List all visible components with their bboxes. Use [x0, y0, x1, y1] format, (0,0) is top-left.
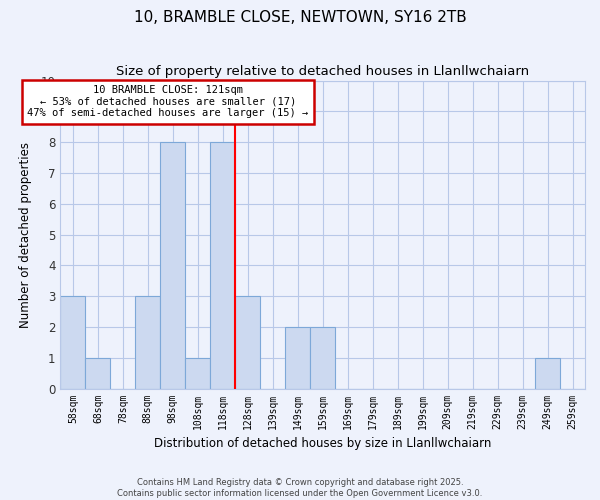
Bar: [61, 296, 85, 388]
Bar: [160, 142, 185, 388]
Bar: [185, 358, 210, 388]
Bar: [85, 358, 110, 388]
Title: Size of property relative to detached houses in Llanllwchaiarn: Size of property relative to detached ho…: [116, 65, 529, 78]
Bar: [136, 296, 160, 388]
Text: 10 BRAMBLE CLOSE: 121sqm
← 53% of detached houses are smaller (17)
47% of semi-d: 10 BRAMBLE CLOSE: 121sqm ← 53% of detach…: [27, 85, 308, 118]
Bar: [210, 142, 235, 388]
Text: Contains HM Land Registry data © Crown copyright and database right 2025.
Contai: Contains HM Land Registry data © Crown c…: [118, 478, 482, 498]
Bar: [235, 296, 260, 388]
Y-axis label: Number of detached properties: Number of detached properties: [19, 142, 32, 328]
Bar: [310, 327, 335, 388]
Text: 10, BRAMBLE CLOSE, NEWTOWN, SY16 2TB: 10, BRAMBLE CLOSE, NEWTOWN, SY16 2TB: [134, 10, 466, 25]
Bar: [285, 327, 310, 388]
Bar: [535, 358, 560, 388]
X-axis label: Distribution of detached houses by size in Llanllwchaiarn: Distribution of detached houses by size …: [154, 437, 491, 450]
